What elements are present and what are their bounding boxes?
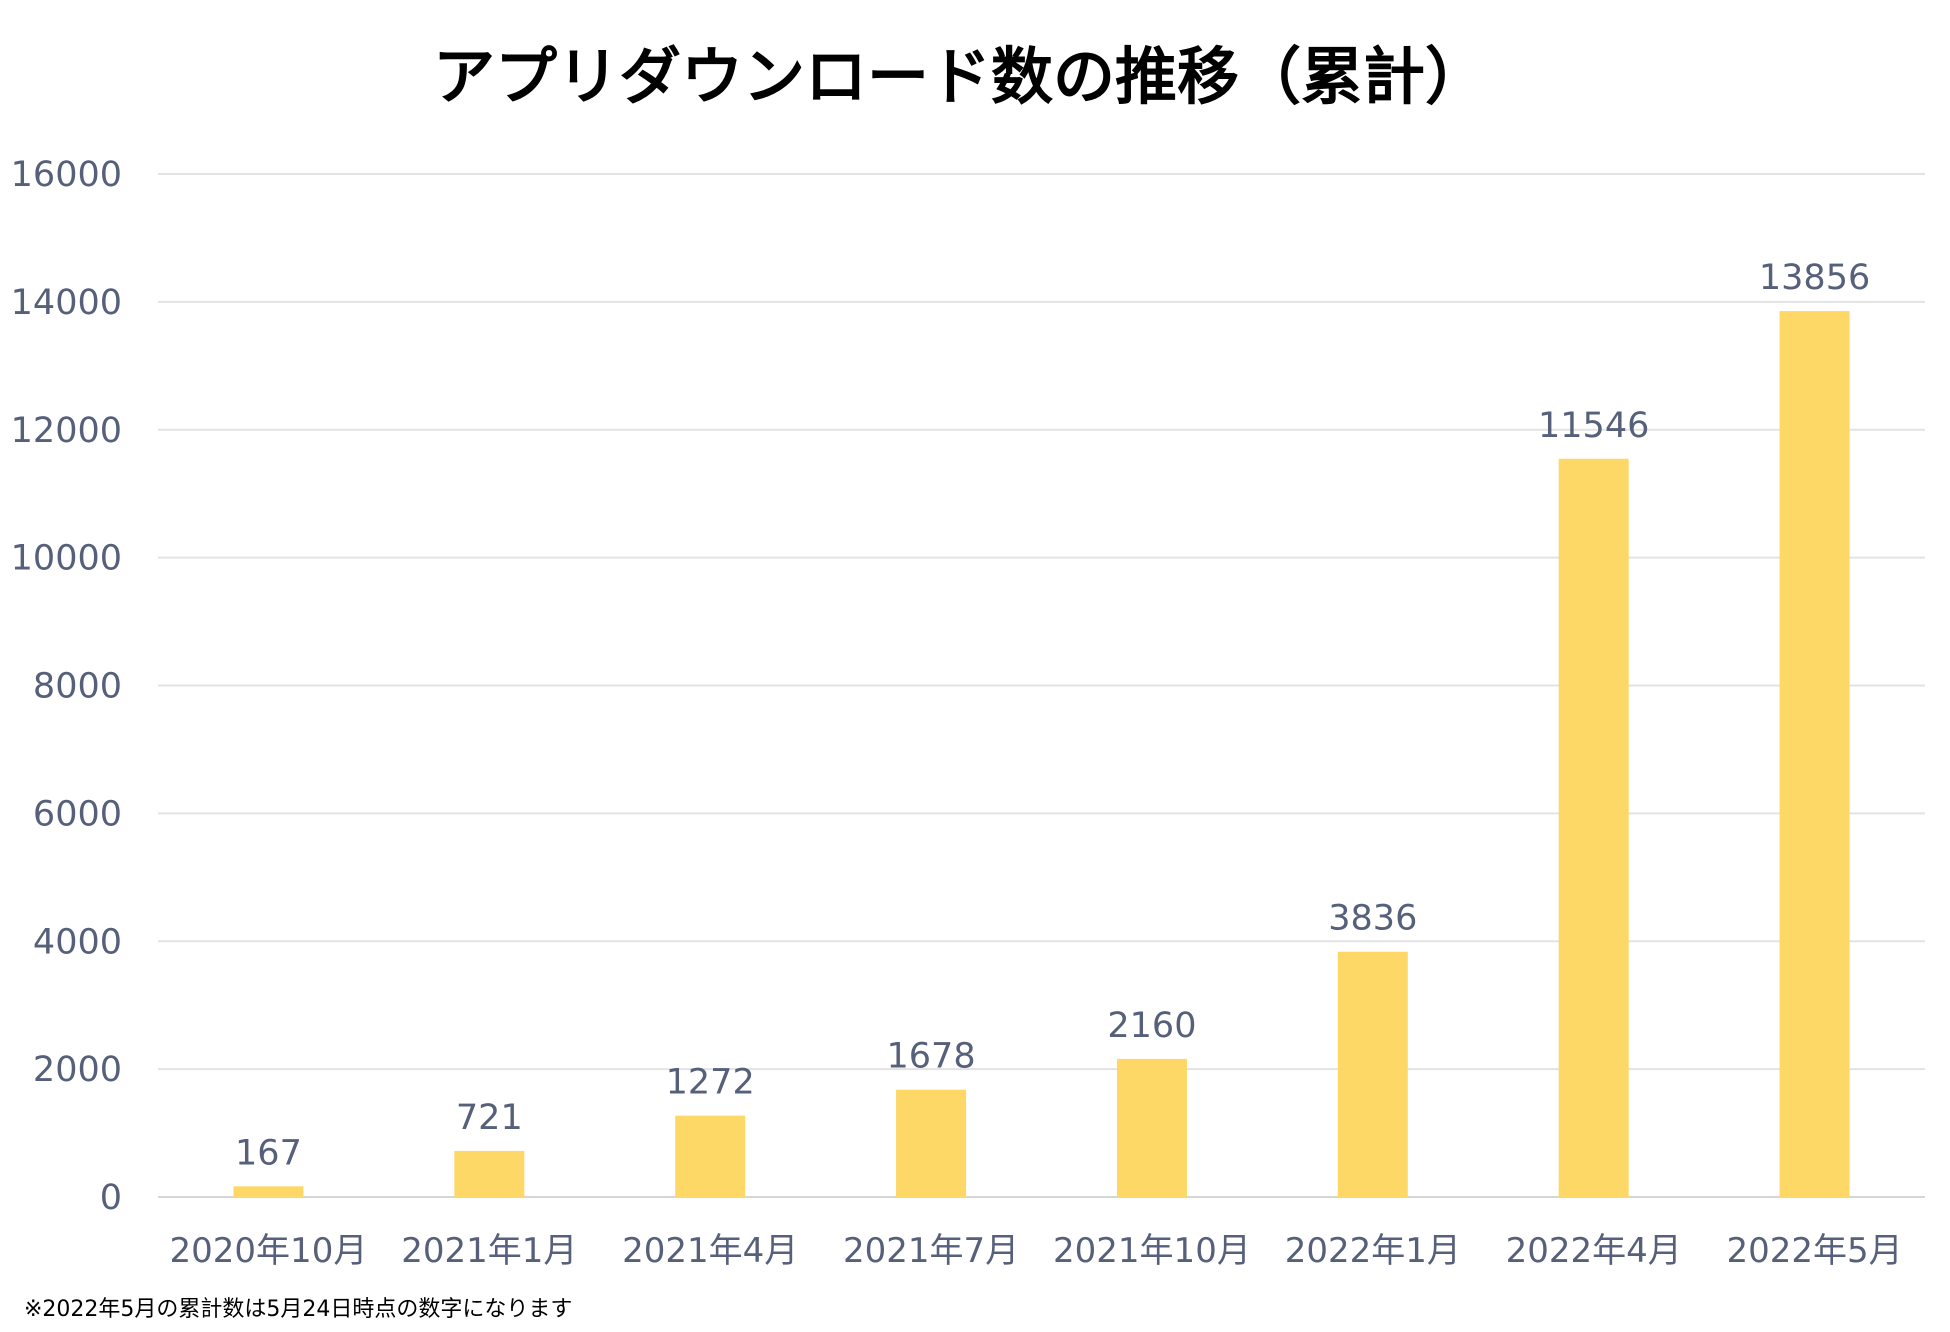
- data-label: 1272: [666, 1063, 755, 1103]
- x-category-label: 2021年1月: [401, 1231, 577, 1271]
- bar: [1116, 1058, 1187, 1197]
- bar: [896, 1089, 967, 1197]
- data-label: 2160: [1107, 1006, 1196, 1046]
- bar: [233, 1186, 304, 1197]
- y-tick-label: 8000: [33, 667, 122, 707]
- data-label: 11546: [1538, 406, 1649, 446]
- y-tick-label: 16000: [11, 155, 122, 195]
- y-tick-label: 0: [100, 1178, 122, 1218]
- data-label: 13856: [1759, 258, 1870, 298]
- chart-title: アプリダウンロード数の推移（累計）: [433, 40, 1487, 113]
- y-tick-label: 12000: [11, 411, 122, 451]
- gridlines: [158, 173, 1925, 1198]
- bar: [1337, 951, 1408, 1197]
- data-label: 721: [456, 1098, 523, 1138]
- bar: [675, 1115, 746, 1197]
- bar: [1558, 458, 1629, 1198]
- y-tick-label: 10000: [11, 539, 122, 579]
- x-category-label: 2020年10月: [170, 1231, 368, 1271]
- y-tick-label: 4000: [33, 922, 122, 962]
- x-category-label: 2022年1月: [1285, 1231, 1461, 1271]
- data-labels: 167 721 1272 1678 2160 3836 11546 13856: [235, 258, 1870, 1173]
- data-label: 3836: [1328, 899, 1417, 939]
- x-category-label: 2021年4月: [622, 1231, 798, 1271]
- footnote: ※2022年5月の累計数は5月24日時点の数字になります: [24, 1297, 572, 1322]
- y-tick-label: 6000: [33, 794, 122, 834]
- x-category-label: 2021年7月: [843, 1231, 1019, 1271]
- x-category-label: 2021年10月: [1053, 1231, 1251, 1271]
- x-axis-categories: 2020年10月 2021年1月 2021年4月 2021年7月 2021年10月 202…: [170, 1231, 1903, 1271]
- y-tick-label: 2000: [33, 1050, 122, 1090]
- bar: [454, 1150, 525, 1197]
- bars: [233, 311, 1850, 1198]
- y-axis-ticks: 0 2000 4000 6000 8000 10000 12000 14000 16000: [11, 155, 122, 1218]
- bar: [1779, 311, 1850, 1197]
- data-label: 1678: [887, 1037, 976, 1077]
- x-category-label: 2022年4月: [1506, 1231, 1682, 1271]
- x-category-label: 2022年5月: [1726, 1231, 1902, 1271]
- y-tick-label: 14000: [11, 283, 122, 323]
- data-label: 167: [235, 1133, 302, 1173]
